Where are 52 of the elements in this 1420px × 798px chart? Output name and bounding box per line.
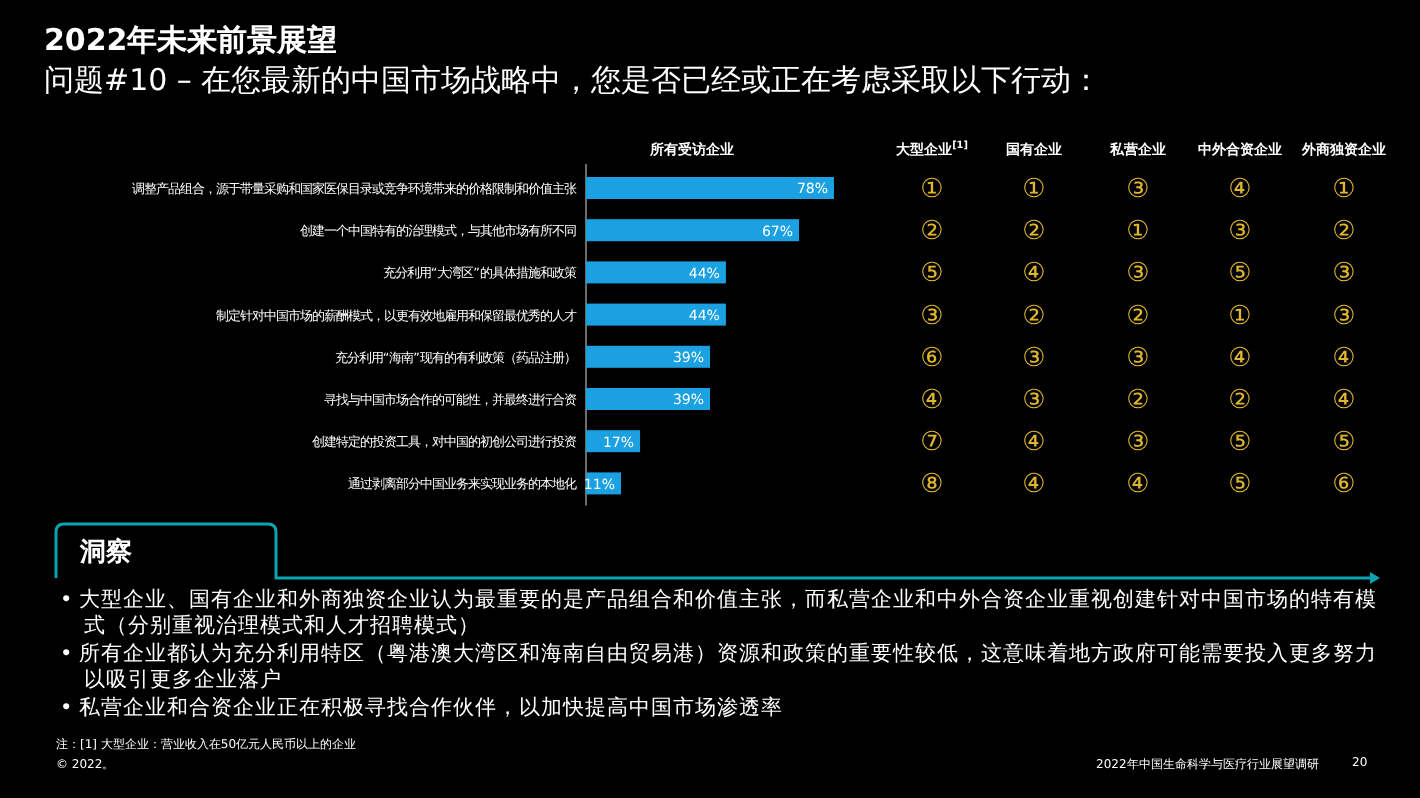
text: ① <box>1228 301 1252 332</box>
text: ④ <box>1022 428 1046 459</box>
text: ③ <box>1126 428 1150 459</box>
text: ② <box>1022 301 1046 332</box>
text: ③ <box>920 301 944 332</box>
text: • 私营企业和合资企业正在积极寻找合作伙伴，以加快提高中国市场渗透率 <box>60 696 786 722</box>
text: ③ <box>1332 259 1356 290</box>
text: ④ <box>1228 175 1252 205</box>
bar <box>586 345 710 368</box>
chart-subtitle: 问题#10 – 在您最新的中国市场战略中，您是否已经或正在考虑采取以下行动： <box>44 62 1102 100</box>
text: ⑤ <box>1332 428 1356 459</box>
text: ④ <box>1022 470 1046 501</box>
text: ② <box>1228 386 1252 416</box>
text: ① <box>920 175 944 205</box>
text: 2022年未来前景展望 <box>44 22 338 60</box>
text: ⑥ <box>920 343 944 374</box>
text: • 大型企业、国有企业和外商独资企业认为最重要的是产品组合和价值主张，而私营企业和中外合资企业重视创建针对中国市场的特有模式（分别重视治理模式和人才招聘模式） <box>60 588 1380 640</box>
text: ① <box>1332 175 1356 205</box>
bar <box>586 388 710 410</box>
text: ⑤ <box>1228 470 1252 501</box>
text: ⑤ <box>920 259 944 290</box>
text: ③ <box>1126 343 1150 374</box>
text: ④ <box>1022 259 1046 290</box>
text: ④ <box>1126 470 1150 501</box>
text: ② <box>1332 217 1356 248</box>
text: ③ <box>1022 386 1046 416</box>
text: ④ <box>1332 343 1356 374</box>
bar <box>586 177 834 199</box>
text: ④ <box>920 386 944 416</box>
bar <box>586 261 726 284</box>
text: ⑤ <box>1228 428 1252 459</box>
bar <box>586 303 726 326</box>
text: ③ <box>1126 259 1150 290</box>
text: ③ <box>1332 301 1356 332</box>
text: ⑦ <box>920 428 944 459</box>
text: ① <box>1022 175 1046 205</box>
text: ② <box>1126 386 1150 416</box>
text: ② <box>920 217 944 248</box>
text: ⑤ <box>1228 259 1252 290</box>
text: ④ <box>1332 386 1356 416</box>
text: 洞察 <box>80 535 132 570</box>
text: ③ <box>1228 217 1252 248</box>
text: ⑥ <box>1332 470 1356 501</box>
text: ③ <box>1022 343 1046 374</box>
bar <box>586 219 800 242</box>
text: ⑧ <box>920 470 944 501</box>
text: ① <box>1126 217 1150 248</box>
text: ③ <box>1126 175 1150 205</box>
text: ② <box>1126 301 1150 332</box>
text: ② <box>1022 217 1046 248</box>
text: • 所有企业都认为充分利用特区（粤港澳大湾区和海南自由贸易港）资源和政策的重要性较低，这意味着地方政府可能需要投入更多努力以吸引更多企业落户 <box>60 642 1380 694</box>
text: ④ <box>1228 343 1252 374</box>
